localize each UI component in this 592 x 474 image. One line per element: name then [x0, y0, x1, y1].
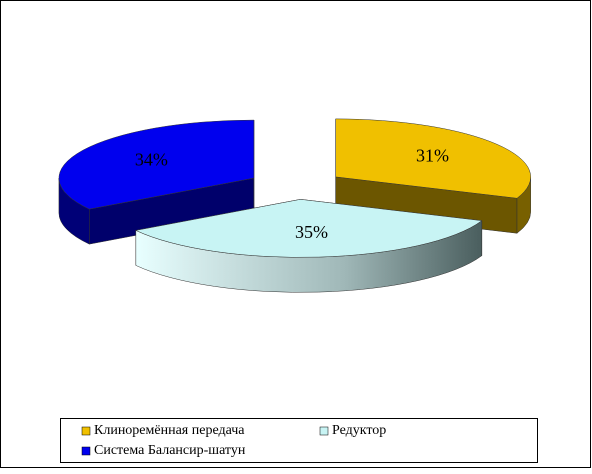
- legend-label: Редуктор: [332, 423, 386, 438]
- legend-swatch: [81, 426, 91, 436]
- legend-swatch: [81, 446, 91, 456]
- slice-top: [58, 119, 255, 210]
- data-label: 31%: [416, 145, 449, 165]
- legend: Клиноремённая передача Редуктор Система Ба…: [81, 423, 386, 458]
- slice-top: [135, 199, 483, 258]
- data-label: 35%: [295, 222, 328, 242]
- slice: 34%: [58, 119, 255, 245]
- slice-top: [335, 118, 531, 199]
- legend-label: Система Балансир-шатун: [94, 443, 246, 458]
- legend-swatch: [319, 426, 329, 436]
- data-label: 34%: [135, 149, 168, 169]
- legend-label: Клиноремённая передача: [94, 423, 245, 438]
- legend-box: [60, 418, 538, 463]
- slice: 35%: [135, 199, 483, 293]
- pie: 31% 34% 35%: [58, 118, 531, 293]
- slice: 31%: [335, 118, 531, 234]
